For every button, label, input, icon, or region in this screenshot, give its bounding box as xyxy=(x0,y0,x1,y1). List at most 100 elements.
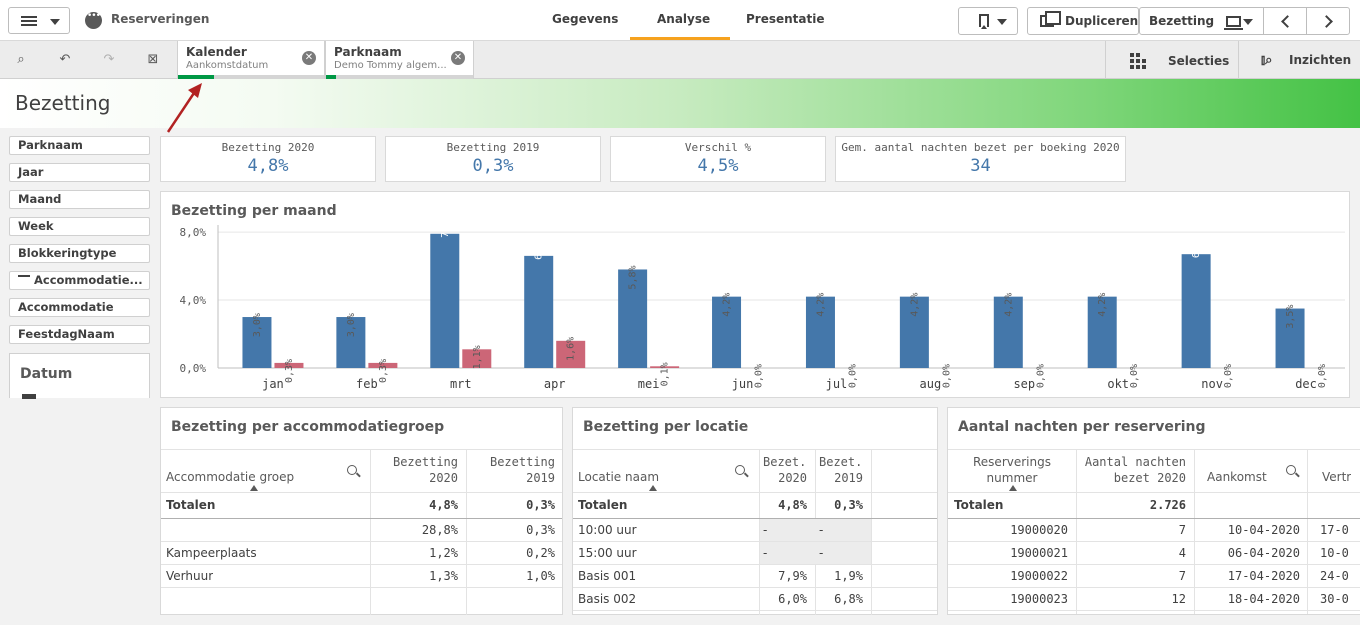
column-header[interactable]: Bezet... 2020 xyxy=(763,455,807,485)
sort-ascending-icon xyxy=(250,485,258,491)
filter-accommodatie[interactable]: Accommodatie xyxy=(9,298,150,317)
close-icon[interactable]: ✕ xyxy=(302,51,316,65)
bar-2020[interactable] xyxy=(1275,308,1305,368)
bar-2020[interactable] xyxy=(1087,296,1117,368)
tab-presentatie[interactable]: Presentatie xyxy=(746,12,825,26)
column-header[interactable]: Vertr xyxy=(1322,470,1352,484)
bar-2020[interactable] xyxy=(430,233,460,368)
chart-panel[interactable]: Bezetting per maand 0,0% 4,0% 8,0% 3,0% 0,3%… xyxy=(160,191,1350,398)
table-panel-locatie[interactable]: Bezetting per locatie Locatie naam Bezet… xyxy=(572,407,938,615)
table-row[interactable]: Verhuur xyxy=(166,569,214,583)
step-forward-icon[interactable]: ↷ xyxy=(103,52,115,67)
table-row[interactable]: Basis 001 xyxy=(578,569,637,583)
search-icon[interactable] xyxy=(735,465,745,475)
sheet-selector[interactable]: Bezetting xyxy=(1139,7,1264,35)
filter-blokkeringtype[interactable]: Blokkeringtype xyxy=(9,244,150,263)
column-header[interactable]: Bezetting 2020 xyxy=(392,455,458,485)
clear-selections-icon[interactable]: ⊠ xyxy=(147,52,159,67)
filter-week[interactable]: Week xyxy=(9,217,150,236)
bar-2019[interactable] xyxy=(274,362,304,368)
chevron-right-icon xyxy=(1320,15,1333,28)
column-header[interactable]: Bezetting 2019 xyxy=(489,455,555,485)
table-row[interactable]: Kampeerplaats xyxy=(166,546,257,560)
totals-value: 2.726 xyxy=(1149,498,1186,512)
table-row[interactable]: 19000023 xyxy=(1010,592,1068,606)
table-row[interactable]: 19000022 xyxy=(1010,569,1068,583)
filter-accommodatiegroep[interactable]: Accommodatie... xyxy=(9,271,150,290)
close-icon[interactable]: ✕ xyxy=(451,51,465,65)
data-label: 0,0% xyxy=(1223,364,1234,388)
data-label: 4,2% xyxy=(815,293,826,317)
bar-2020[interactable] xyxy=(242,317,272,368)
selecties-button[interactable]: Selecties xyxy=(1105,41,1238,79)
data-label: 4,2% xyxy=(909,293,920,317)
table-cell: 6,8% xyxy=(834,592,863,606)
bar-2019[interactable] xyxy=(368,362,398,368)
column-header[interactable]: Locatie naam xyxy=(578,470,660,484)
table-panel-nachten[interactable]: Aantal nachten per reservering Reserveri… xyxy=(947,407,1360,615)
bar-2020[interactable] xyxy=(336,317,366,368)
bar-2020[interactable] xyxy=(524,255,554,368)
datum-filter-panel[interactable]: Datum xyxy=(9,353,150,399)
data-label: 5,8% xyxy=(628,265,639,289)
table-row[interactable]: Basis 002 xyxy=(578,592,637,606)
kpi-gem-nachten[interactable]: Gem. aantal nachten bezet per boeking 20… xyxy=(835,136,1126,182)
search-icon[interactable] xyxy=(347,465,357,475)
bar-2019[interactable] xyxy=(556,340,586,368)
bookmark-button[interactable] xyxy=(958,7,1018,35)
step-back-icon[interactable]: ↶ xyxy=(59,52,71,67)
table-panel-accommodatiegroep[interactable]: Bezetting per accommodatiegroep Accommod… xyxy=(160,407,563,615)
table-cell: 18-04-2020 xyxy=(1227,592,1300,606)
kpi-label: Gem. aantal nachten bezet per boeking 20… xyxy=(841,141,1120,154)
column-header[interactable]: Aankomst xyxy=(1207,470,1267,484)
bar-2020[interactable] xyxy=(805,296,835,368)
sheet-title: Bezetting xyxy=(15,91,111,115)
bar-2019[interactable] xyxy=(462,349,492,368)
bar-2020[interactable] xyxy=(1181,254,1211,368)
duplicate-label: Dupliceren xyxy=(1065,14,1139,28)
inzichten-button[interactable]: ⫾⌕ Inzichten xyxy=(1238,41,1360,79)
filter-parknaam[interactable]: Parknaam xyxy=(9,136,150,155)
next-sheet-button[interactable] xyxy=(1306,7,1350,35)
smart-search-icon[interactable]: ⌕ xyxy=(17,52,25,67)
table-row[interactable]: 19000021 xyxy=(1010,546,1068,560)
search-icon[interactable] xyxy=(1286,465,1296,475)
bar-2020[interactable] xyxy=(712,296,742,368)
table-row[interactable]: 19000020 xyxy=(1010,523,1068,537)
data-label: 0,0% xyxy=(1035,364,1046,388)
data-label: 0,0% xyxy=(1317,364,1328,388)
table-row[interactable]: 15:00 uur xyxy=(578,546,637,560)
bar-2020[interactable] xyxy=(618,269,648,368)
global-menu-button[interactable] xyxy=(8,7,70,34)
bar-chart[interactable]: 0,0%4,0%8,0%3,0%0,3%jan3,0%0,3%feb7,9%1,… xyxy=(161,192,1349,397)
duplicate-button[interactable]: Dupliceren xyxy=(1027,7,1139,35)
app-title[interactable]: Reserveringen xyxy=(111,12,210,26)
kpi-bezetting-2019[interactable]: Bezetting 2019 0,3% xyxy=(385,136,601,182)
table-cell: 6,0% xyxy=(778,592,807,606)
filter-maand[interactable]: Maand xyxy=(9,190,150,209)
column-header[interactable]: Bezet... 2019 xyxy=(819,455,863,485)
column-header[interactable]: Accommodatie groep xyxy=(166,470,295,484)
previous-sheet-button[interactable] xyxy=(1263,7,1307,35)
x-tick-label: apr xyxy=(544,377,566,391)
tab-gegevens[interactable]: Gegevens xyxy=(552,12,619,26)
selection-bar: ⌕ ↶ ↷ ⊠ Kalender Aankomstdatum ✕ Parknaa… xyxy=(0,41,1360,79)
data-label: 4,2% xyxy=(722,293,733,317)
filter-jaar[interactable]: Jaar xyxy=(9,163,150,182)
inzichten-label: Inzichten xyxy=(1289,53,1352,67)
table-row[interactable]: 10:00 uur xyxy=(578,523,637,537)
bar-2019[interactable] xyxy=(650,366,680,368)
x-tick-label: dec xyxy=(1295,377,1317,391)
bar-2020[interactable] xyxy=(899,296,929,368)
active-tab-indicator xyxy=(630,37,730,40)
column-header[interactable]: Aantal nachten bezet 2020 xyxy=(1084,455,1186,485)
column-header[interactable]: Reserverings nummer xyxy=(973,455,1051,485)
selection-chip-parknaam[interactable]: Parknaam Demo Tommy algem... ✕ xyxy=(325,41,474,79)
selection-chip-kalender[interactable]: Kalender Aankomstdatum ✕ xyxy=(177,41,325,79)
filter-feestdagnaam[interactable]: FeestdagNaam xyxy=(9,325,150,344)
kpi-verschil[interactable]: Verschil % 4,5% xyxy=(610,136,826,182)
tab-analyse[interactable]: Analyse xyxy=(657,12,711,26)
kpi-bezetting-2020[interactable]: Bezetting 2020 4,8% xyxy=(160,136,376,182)
bar-2020[interactable] xyxy=(993,296,1023,368)
data-label: 0,3% xyxy=(378,359,389,383)
